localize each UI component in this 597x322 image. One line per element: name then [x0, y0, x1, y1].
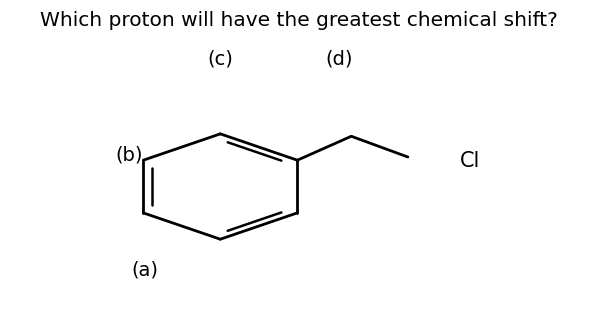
Text: (a): (a)	[131, 260, 158, 279]
Text: (d): (d)	[325, 49, 353, 68]
Text: (b): (b)	[115, 145, 143, 164]
Text: Cl: Cl	[460, 151, 481, 171]
Text: (c): (c)	[207, 49, 233, 68]
Text: Which proton will have the greatest chemical shift?: Which proton will have the greatest chem…	[39, 11, 558, 30]
